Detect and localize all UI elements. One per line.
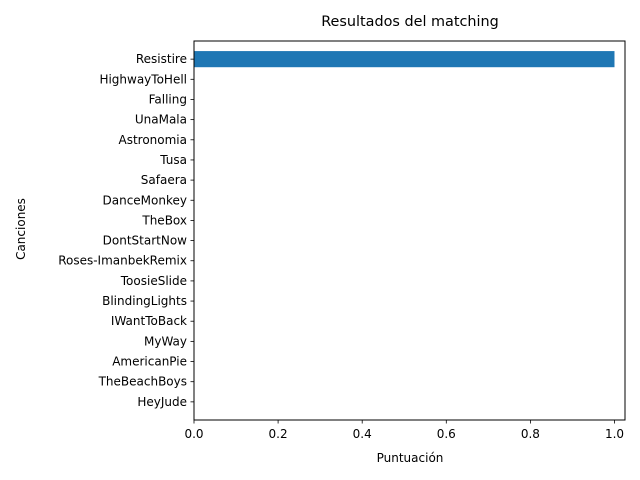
y-tick-label: ToosieSlide: [120, 274, 187, 288]
x-tick-label: 0.6: [437, 427, 456, 441]
y-tick-label: DanceMonkey: [103, 193, 188, 207]
x-tick-label: 0.8: [521, 427, 540, 441]
y-tick-label: AmericanPie: [112, 355, 187, 369]
y-tick-label: HighwayToHell: [99, 72, 187, 86]
y-tick-label: BlindingLights: [102, 294, 187, 308]
x-tick-label: 1.0: [605, 427, 624, 441]
y-tick-label: Falling: [149, 92, 187, 106]
y-tick-labels: HeyJude TheBeachBoys AmericanPie MyWay IWant…: [58, 52, 194, 409]
chart-title: Resultados del matching: [321, 14, 499, 30]
y-tick-label: Resistire: [136, 52, 187, 66]
y-tick-label: TheBeachBoys: [98, 375, 187, 389]
y-tick-label: Roses-ImanbekRemix: [58, 254, 187, 268]
y-axis-label: Canciones: [14, 198, 28, 260]
x-tick-label: 0.2: [269, 427, 288, 441]
y-tick-label: Astronomia: [118, 133, 187, 147]
bars-group: [194, 51, 615, 68]
x-tick-label: 0.4: [353, 427, 372, 441]
y-tick-label: DontStartNow: [103, 234, 188, 248]
y-tick-label: HeyJude: [137, 395, 187, 409]
y-tick-label: TheBox: [141, 213, 187, 227]
y-tick-label: UnaMala: [135, 113, 187, 127]
y-tick-label: IWantToBack: [111, 314, 187, 328]
y-tick-label: Tusa: [159, 153, 187, 167]
x-axis-label: Puntuación: [377, 451, 444, 465]
x-tick-label: 0.0: [184, 427, 203, 441]
plot-frame: [193, 40, 626, 421]
x-ticks: 0.0 0.2 0.4 0.6 0.8 1.0: [184, 420, 624, 441]
y-tick-label: MyWay: [144, 334, 187, 348]
y-tick-label: Safaera: [141, 173, 187, 187]
bar-Resistire: [194, 51, 615, 68]
